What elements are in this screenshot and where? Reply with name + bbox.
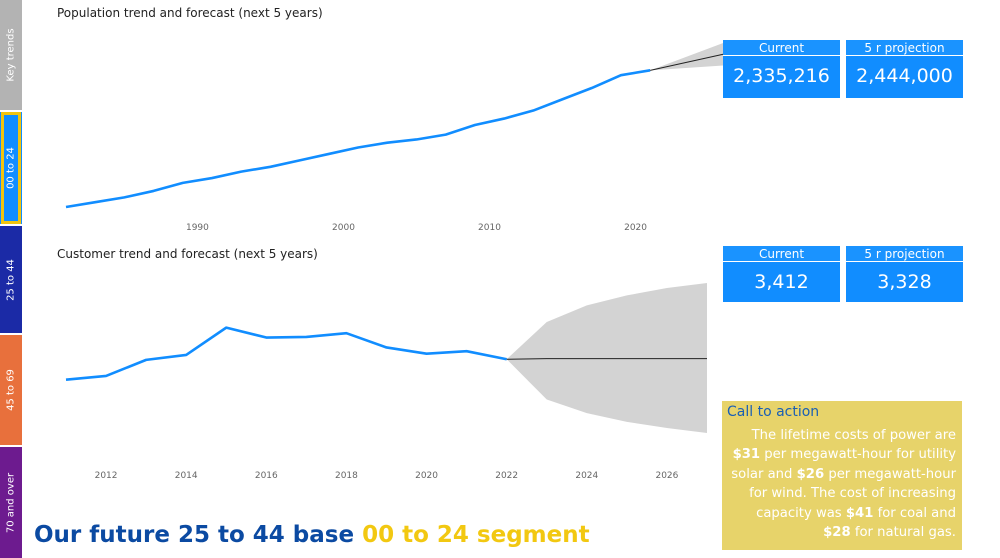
kpi-caption: 5 r projection [846,40,963,56]
cta-amount: $26 [796,466,825,482]
call-to-action-text: The lifetime costs of power are $31 per … [727,426,956,542]
kpi-caption: Current [723,40,840,56]
x-tick-label: 2020 [624,223,647,233]
x-tick-label: 2018 [335,471,358,481]
kpi-value: 3,328 [877,271,932,293]
kpi-value: 2,444,000 [856,65,953,87]
x-tick-label: 1990 [186,223,209,233]
cta-amount: $31 [732,447,761,463]
footer-headline-part2: 00 to 24 segment [362,522,590,548]
x-tick-label: 2014 [175,471,198,481]
cta-text: for coal and [873,505,956,521]
call-to-action-card: Call to action The lifetime costs of pow… [722,401,962,550]
tab-45-to-69[interactable]: 45 to 69 [0,335,22,445]
x-tick-label: 2010 [478,223,501,233]
x-tick-label: 2022 [495,471,518,481]
kpi-value: 2,335,216 [733,65,830,87]
forecast-line [506,358,707,360]
tab-70-and-over[interactable]: 70 and over [0,447,22,558]
kpi-caption: 5 r projection [846,246,963,262]
customer-chart: 2012 2014 2016 2018 2020 2022 2024 2026 [65,283,707,481]
series-line [65,69,651,209]
x-tick-label: 2012 [95,471,118,481]
forecast-band [506,283,707,433]
population-projection-card: 5 r projection 2,444,000 [846,40,963,98]
tab-00-to-24[interactable]: 00 to 24 [0,112,22,224]
kpi-caption: Current [723,246,840,262]
customer-current-card: Current 3,412 [723,246,840,302]
forecast-line [650,53,724,71]
x-tick-label: 2000 [332,223,355,233]
call-to-action-title: Call to action [727,404,820,420]
x-tick-label: 2024 [575,471,598,481]
tab-25-to-44[interactable]: 25 to 44 [0,226,22,333]
cta-text: per megawatt-hour for wind. The cost of … [749,466,956,521]
cta-amount: $41 [845,505,874,521]
customer-projection-card: 5 r projection 3,328 [846,246,963,302]
population-current-card: Current 2,335,216 [723,40,840,98]
customer-chart-title: Customer trend and forecast (next 5 year… [57,247,318,261]
cta-text: per megawatt-hour for utility solar and [731,447,956,482]
cta-text: for natural gas. [850,525,956,541]
x-tick-label: 2016 [255,471,278,481]
x-tick-label: 2026 [655,471,678,481]
population-chart-title: Population trend and forecast (next 5 ye… [57,6,323,20]
cta-amount: $28 [823,525,851,541]
tab-key-trends[interactable]: Key trends [0,0,22,110]
x-tick-label: 2020 [415,471,438,481]
footer-headline: Our future 25 to 44 base 00 to 24 segmen… [34,522,590,548]
kpi-value: 3,412 [754,271,809,293]
footer-headline-part1: Our future 25 to 44 base [34,522,363,548]
forecast-band [650,43,724,71]
series-line [65,326,507,381]
cta-text: The lifetime costs of power are [751,428,956,443]
population-chart: 1990 2000 2010 2020 [65,43,724,233]
